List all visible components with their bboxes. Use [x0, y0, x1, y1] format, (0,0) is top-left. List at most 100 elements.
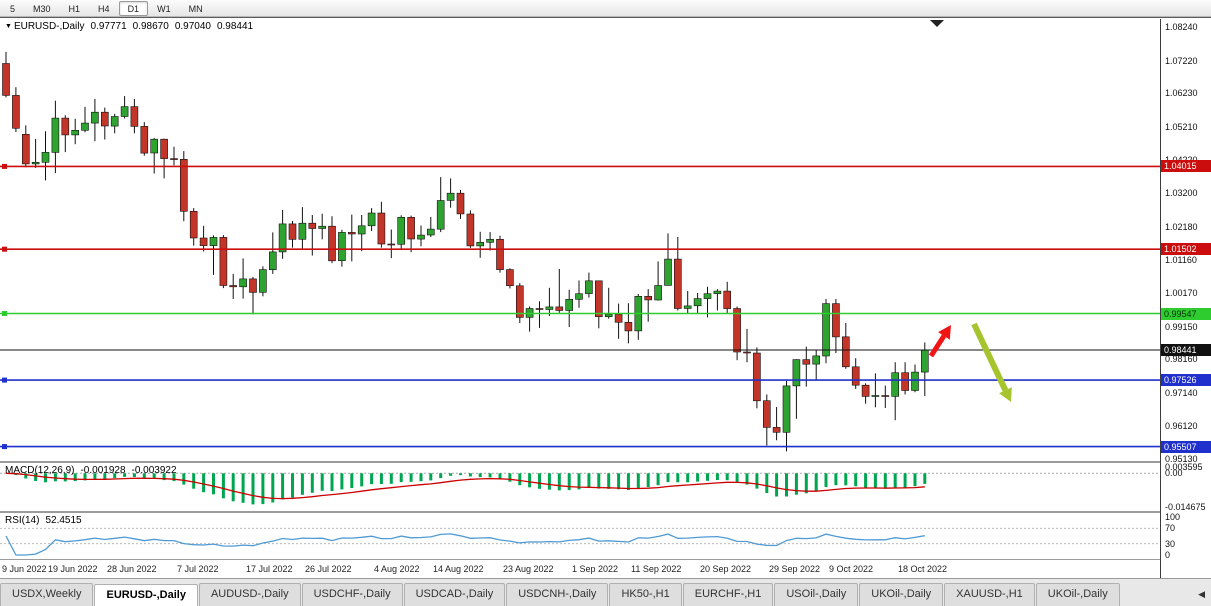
tab-scroll-left-icon[interactable]: ◀: [1195, 588, 1208, 601]
rsi-value: 52.4515: [45, 515, 82, 526]
chart-tab-xauusd-h1[interactable]: XAUUSD-,H1: [944, 583, 1035, 606]
chart-tab-audusd-daily[interactable]: AUDUSD-,Daily: [198, 583, 301, 606]
macd-canvas[interactable]: [0, 463, 1160, 511]
chart-symbol-label: EURUSD-,Daily: [13, 21, 85, 32]
price-axis-label: 0.95130: [1165, 454, 1198, 464]
price-level-badge: 0.98441: [1161, 344, 1211, 356]
price-level-badge: 0.97526: [1161, 374, 1211, 386]
macd-label: MACD(12,26,9) -0.001928 -0.003922: [5, 465, 177, 476]
date-axis-label: 23 Aug 2022: [503, 564, 554, 574]
macd-histogram: [14, 473, 927, 505]
date-axis-label: 1 Sep 2022: [572, 564, 619, 574]
rsi-axis-label: 30: [1165, 539, 1176, 549]
date-axis-label: 18 Oct 2022: [898, 564, 948, 574]
line-handle[interactable]: [2, 246, 7, 252]
rsi-canvas[interactable]: [0, 513, 1160, 559]
macd-signal-line: [5, 472, 925, 500]
line-handle[interactable]: [2, 163, 7, 169]
panel-splitter[interactable]: [0, 461, 1211, 463]
ohlc-low: 0.97040: [174, 21, 211, 32]
date-axis-label: 19 Jun 2022: [48, 564, 98, 574]
main-chart-panel[interactable]: ▼ EURUSD-,Daily 0.97771 0.98670 0.97040 0.984…: [0, 19, 1160, 461]
chart-tab-usdcnh-daily[interactable]: USDCNH-,Daily: [506, 583, 609, 606]
timeframe-button-w1[interactable]: W1: [157, 3, 171, 14]
macd-axis-label: -0.014675: [1165, 502, 1206, 512]
rsi-axis-label: 100: [1165, 512, 1181, 522]
date-axis-label: 20 Sep 2022: [700, 564, 752, 574]
candlesticks: [2, 51, 929, 452]
price-axis-label: 0.97140: [1165, 388, 1198, 398]
rsi-axis-label: 70: [1165, 523, 1176, 533]
chart-tab-usdchf-daily[interactable]: USDCHF-,Daily: [301, 583, 403, 606]
date-axis-label: 4 Aug 2022: [374, 564, 420, 574]
date-axis-label: 9 Jun 2022: [2, 564, 47, 574]
macd-axis-label: 0.00: [1165, 468, 1183, 478]
macd-name: MACD(12,26,9): [5, 465, 75, 476]
chart-tab-usdcad-daily[interactable]: USDCAD-,Daily: [403, 583, 506, 606]
chart-tab-eurusd-daily[interactable]: EURUSD-,Daily: [94, 584, 198, 606]
price-axis-label: 0.99150: [1165, 322, 1198, 332]
chart-tab-eurchf-h1[interactable]: EURCHF-,H1: [682, 583, 774, 606]
date-axis-label: 26 Jul 2022: [305, 564, 352, 574]
price-axis-label: 1.08240: [1165, 22, 1198, 32]
price-axis-label: 1.06230: [1165, 88, 1198, 98]
panel-splitter[interactable]: [0, 511, 1211, 513]
trend-arrow-up-head[interactable]: [938, 325, 951, 340]
price-axis-label: 1.01160: [1165, 255, 1197, 265]
line-handle[interactable]: [2, 311, 7, 316]
line-handle[interactable]: [2, 377, 7, 383]
chart-tab-usoil-daily[interactable]: USOil-,Daily: [774, 583, 859, 606]
timeframe-button-mn[interactable]: MN: [188, 3, 203, 14]
macd-axis-label: 0.003595: [1165, 462, 1203, 472]
price-axis-label: 1.02180: [1165, 222, 1198, 232]
price-level-badge: 1.04015: [1161, 160, 1211, 172]
symbol-tabbar: USDX,Weekly EURUSD-,Daily AUDUSD-,Daily USD…: [0, 578, 1211, 606]
trend-arrow-down[interactable]: [971, 322, 1009, 392]
timeframe-button-d1[interactable]: D1: [118, 0, 149, 16]
price-axis-label: 1.05210: [1165, 122, 1198, 132]
timeframe-button-h1[interactable]: H1: [68, 3, 81, 14]
date-axis-label: 28 Jun 2022: [107, 564, 157, 574]
chart-tab-hk50-h1[interactable]: HK50-,H1: [609, 583, 682, 606]
ohlc-open: 0.97771: [90, 21, 127, 32]
timeframe-button-5[interactable]: 5: [10, 3, 16, 14]
shift-end-marker-icon: [930, 20, 944, 27]
rsi-line: [5, 533, 925, 556]
ohlc-close: 0.98441: [216, 21, 254, 32]
main-chart-canvas[interactable]: [0, 19, 1160, 461]
ohlc-high: 0.98670: [132, 21, 169, 32]
timeframe-toolbar: 5 M30 H1 H4 D1 W1 MN: [0, 0, 1211, 17]
chart-tab-usdx-weekly[interactable]: USDX,Weekly: [0, 583, 94, 606]
price-axis-label: 0.96120: [1165, 421, 1198, 431]
date-axis-label: 11 Sep 2022: [631, 564, 682, 574]
rsi-label: RSI(14) 52.4515: [5, 515, 82, 526]
line-handle[interactable]: [2, 444, 7, 450]
price-level-badge: 0.99547: [1161, 308, 1211, 320]
price-level-badge: 0.95507: [1161, 441, 1211, 453]
date-axis-label: 17 Jul 2022: [246, 564, 293, 574]
date-axis[interactable]: 9 Jun 2022 19 Jun 2022 28 Jun 2022 7 Jul 20…: [0, 560, 1160, 579]
price-axis-label: 0.98160: [1165, 354, 1198, 364]
rsi-axis-label: 0: [1165, 550, 1171, 560]
plot-column: ▼ EURUSD-,Daily 0.97771 0.98670 0.97040 0.984…: [0, 19, 1160, 579]
price-axis[interactable]: 1.082401.072201.062301.052101.042201.032…: [1160, 19, 1211, 579]
date-axis-label: 7 Jul 2022: [177, 564, 219, 574]
symbol-marker-icon: ▼: [5, 23, 12, 30]
timeframe-button-h4[interactable]: H4: [98, 3, 110, 14]
price-level-badge: 1.01502: [1161, 243, 1211, 255]
price-axis-label: 1.03200: [1165, 188, 1198, 198]
macd-signal-value: -0.003922: [131, 465, 177, 476]
price-axis-label: 1.00170: [1165, 288, 1198, 298]
date-axis-label: 14 Aug 2022: [433, 564, 484, 574]
chart-tab-ukoil-daily[interactable]: UKOil-,Daily: [859, 583, 944, 606]
chart-tab-ukoil-daily[interactable]: UKOil-,Daily: [1035, 583, 1120, 606]
rsi-panel[interactable]: RSI(14) 52.4515: [0, 513, 1160, 559]
trend-arrow-down-head[interactable]: [999, 387, 1012, 402]
panel-splitter: [0, 559, 1211, 560]
chart-title: ▼ EURUSD-,Daily 0.97771 0.98670 0.97040 0.984…: [5, 21, 253, 32]
timeframe-button-m30[interactable]: M30: [33, 3, 51, 14]
macd-panel[interactable]: MACD(12,26,9) -0.001928 -0.003922: [0, 463, 1160, 511]
trend-arrow-up[interactable]: [928, 334, 947, 358]
price-axis-label: 1.07220: [1165, 56, 1198, 66]
chart-window: ▼ EURUSD-,Daily 0.97771 0.98670 0.97040 0.984…: [0, 17, 1211, 579]
